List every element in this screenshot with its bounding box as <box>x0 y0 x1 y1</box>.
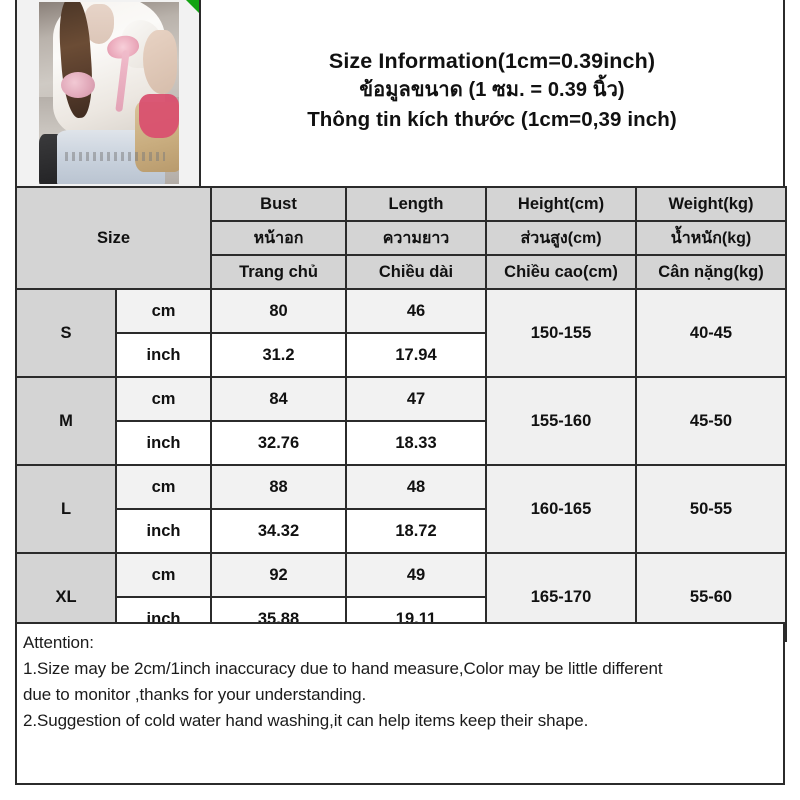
length-inch-m: 18.33 <box>345 420 487 466</box>
length-cm-l: 48 <box>345 464 487 510</box>
unit-inch-l: inch <box>115 508 212 554</box>
header-weight-th: น้ำหนัก(kg) <box>635 220 787 256</box>
photo-arm <box>143 30 177 94</box>
header-row-thai: หน้าอก ความยาว ส่วนสูง(cm) น้ำหนัก(kg) <box>16 220 787 256</box>
header-height-vi: Chiều cao(cm) <box>485 254 637 290</box>
table-row: inch 34.32 18.72 <box>16 508 786 554</box>
header-length-th: ความยาว <box>345 220 487 256</box>
photo-watermark <box>65 152 165 161</box>
header-height-en: Height(cm) <box>485 186 637 222</box>
unit-cm-xl: cm <box>115 552 212 598</box>
table-row: S cm 80 46 150-155 40-45 <box>15 288 787 378</box>
title-thai: ข้อมูลขนาด (1 ซม. = 0.39 นิ้ว) <box>359 78 625 101</box>
title-vietnamese: Thông tin kích thước (1cm=0,39 inch) <box>307 107 677 131</box>
length-inch-l: 18.72 <box>345 508 487 554</box>
weight-m: 45-50 <box>635 376 787 466</box>
green-flag-icon <box>186 0 199 13</box>
photo-pink-bag <box>139 94 179 138</box>
attention-block: Attention: 1.Size may be 2cm/1inch inacc… <box>15 622 785 785</box>
title-block: Size Information(1cm=0.39inch) ข้อมูลขนา… <box>201 0 785 186</box>
row-size-label-m: M <box>15 376 117 466</box>
unit-inch-s: inch <box>115 332 212 378</box>
unit-cm-m: cm <box>115 376 212 422</box>
size-table: Size Bust Length Height(cm) Weight(kg) ห… <box>15 186 787 642</box>
length-cm-xl: 49 <box>345 552 487 598</box>
header-height-th: ส่วนสูง(cm) <box>485 220 637 256</box>
bust-cm-m: 84 <box>210 376 347 422</box>
header-row-vietnamese: Trang chủ Chiều dài Chiều cao(cm) Cân nặ… <box>16 254 787 290</box>
length-cm-m: 47 <box>345 376 487 422</box>
attention-heading: Attention: <box>23 633 94 652</box>
table-row: inch 31.2 17.94 <box>16 332 786 378</box>
header-length-en: Length <box>345 186 487 222</box>
table-row: inch 32.76 18.33 <box>16 420 786 466</box>
row-size-label-l: L <box>15 464 117 554</box>
product-photo-cell <box>15 0 201 186</box>
header-bust-en: Bust <box>210 186 347 222</box>
header-weight-en: Weight(kg) <box>635 186 787 222</box>
unit-cm-l: cm <box>115 464 212 510</box>
attention-line-1: 1.Size may be 2cm/1inch inaccuracy due t… <box>23 659 663 678</box>
height-s: 150-155 <box>485 288 637 378</box>
bust-cm-s: 80 <box>210 288 347 334</box>
size-corner-label: Size <box>15 186 212 290</box>
product-photo <box>39 2 179 184</box>
table-row: XL cm 92 49 165-170 55-60 <box>15 552 787 642</box>
height-l: 160-165 <box>485 464 637 554</box>
bust-inch-l: 34.32 <box>210 508 347 554</box>
length-cm-s: 46 <box>345 288 487 334</box>
attention-line-2: due to monitor ,thanks for your understa… <box>23 685 367 704</box>
header-length-vi: Chiều dài <box>345 254 487 290</box>
bust-inch-m: 32.76 <box>210 420 347 466</box>
unit-cm-s: cm <box>115 288 212 334</box>
table-row: M cm 84 47 155-160 45-50 <box>15 376 787 466</box>
unit-inch-m: inch <box>115 420 212 466</box>
attention-line-3: 2.Suggestion of cold water hand washing,… <box>23 711 589 730</box>
header-bust-vi: Trang chủ <box>210 254 347 290</box>
header-row-english: Size Bust Length Height(cm) Weight(kg) <box>15 186 787 290</box>
weight-s: 40-45 <box>635 288 787 378</box>
table-row: L cm 88 48 160-165 50-55 <box>15 464 787 554</box>
bust-cm-l: 88 <box>210 464 347 510</box>
header-bust-th: หน้าอก <box>210 220 347 256</box>
height-m: 155-160 <box>485 376 637 466</box>
title-english: Size Information(1cm=0.39inch) <box>328 48 656 73</box>
bust-cm-xl: 92 <box>210 552 347 598</box>
row-size-label-s: S <box>15 288 117 378</box>
header-band: Size Information(1cm=0.39inch) ข้อมูลขนา… <box>15 0 785 186</box>
length-inch-s: 17.94 <box>345 332 487 378</box>
header-weight-vi: Cân nặng(kg) <box>635 254 787 290</box>
bust-inch-s: 31.2 <box>210 332 347 378</box>
photo-pink-scrunchie <box>61 72 95 98</box>
weight-l: 50-55 <box>635 464 787 554</box>
